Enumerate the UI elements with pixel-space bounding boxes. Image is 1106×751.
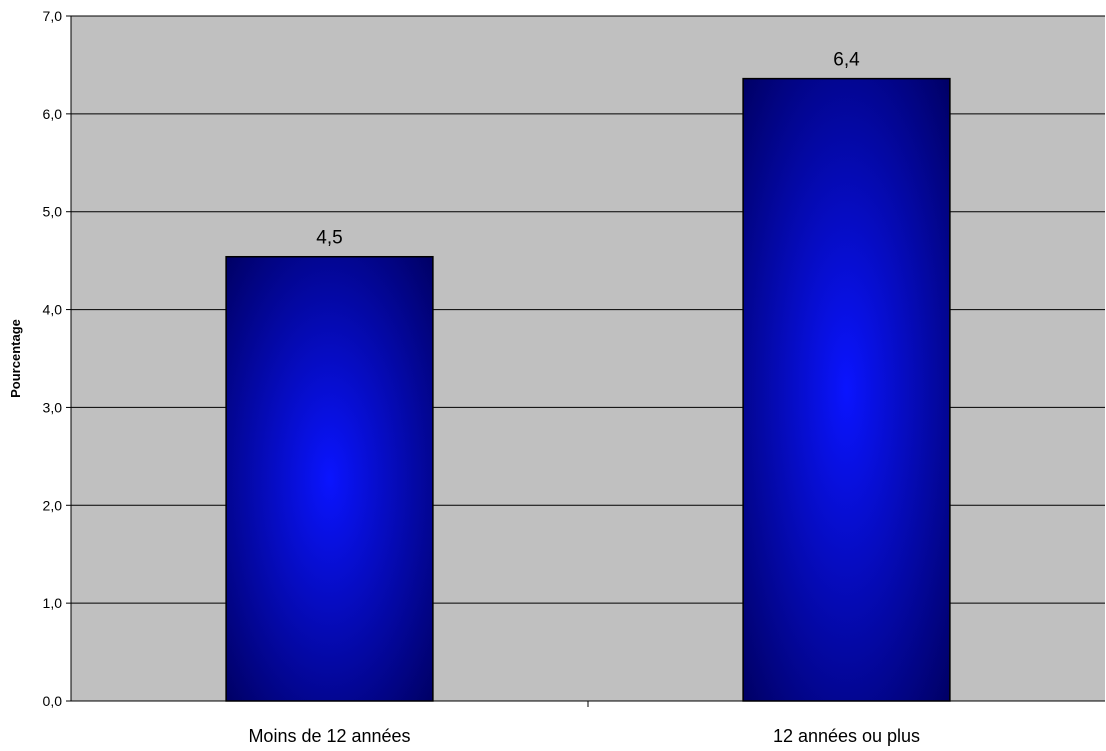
bar — [225, 255, 434, 702]
y-tick-label: 4,0 — [43, 302, 63, 318]
y-axis-title: Pourcentage — [8, 319, 23, 398]
bar-data-label: 4,5 — [316, 228, 342, 249]
x-category-label: 12 années ou plus — [773, 726, 920, 746]
bar-data-label: 6,4 — [833, 50, 860, 71]
x-category-label: Moins de 12 années — [248, 726, 410, 746]
y-tick-label: 1,0 — [43, 595, 63, 611]
y-tick-label: 6,0 — [43, 106, 63, 122]
y-tick-label: 2,0 — [43, 497, 63, 513]
x-axis: Moins de 12 années 12 années ou plus — [71, 700, 1105, 746]
y-tick-label: 0,0 — [43, 693, 63, 709]
bars: 4,5 6,4 — [225, 50, 951, 702]
y-tick-label: 7,0 — [43, 8, 63, 24]
y-tick-label: 5,0 — [43, 204, 63, 220]
y-axis: 0,0 1,0 2,0 3,0 4,0 5,0 6,0 7,0 — [43, 8, 72, 709]
bar — [742, 77, 951, 702]
y-tick-label: 3,0 — [43, 399, 63, 415]
